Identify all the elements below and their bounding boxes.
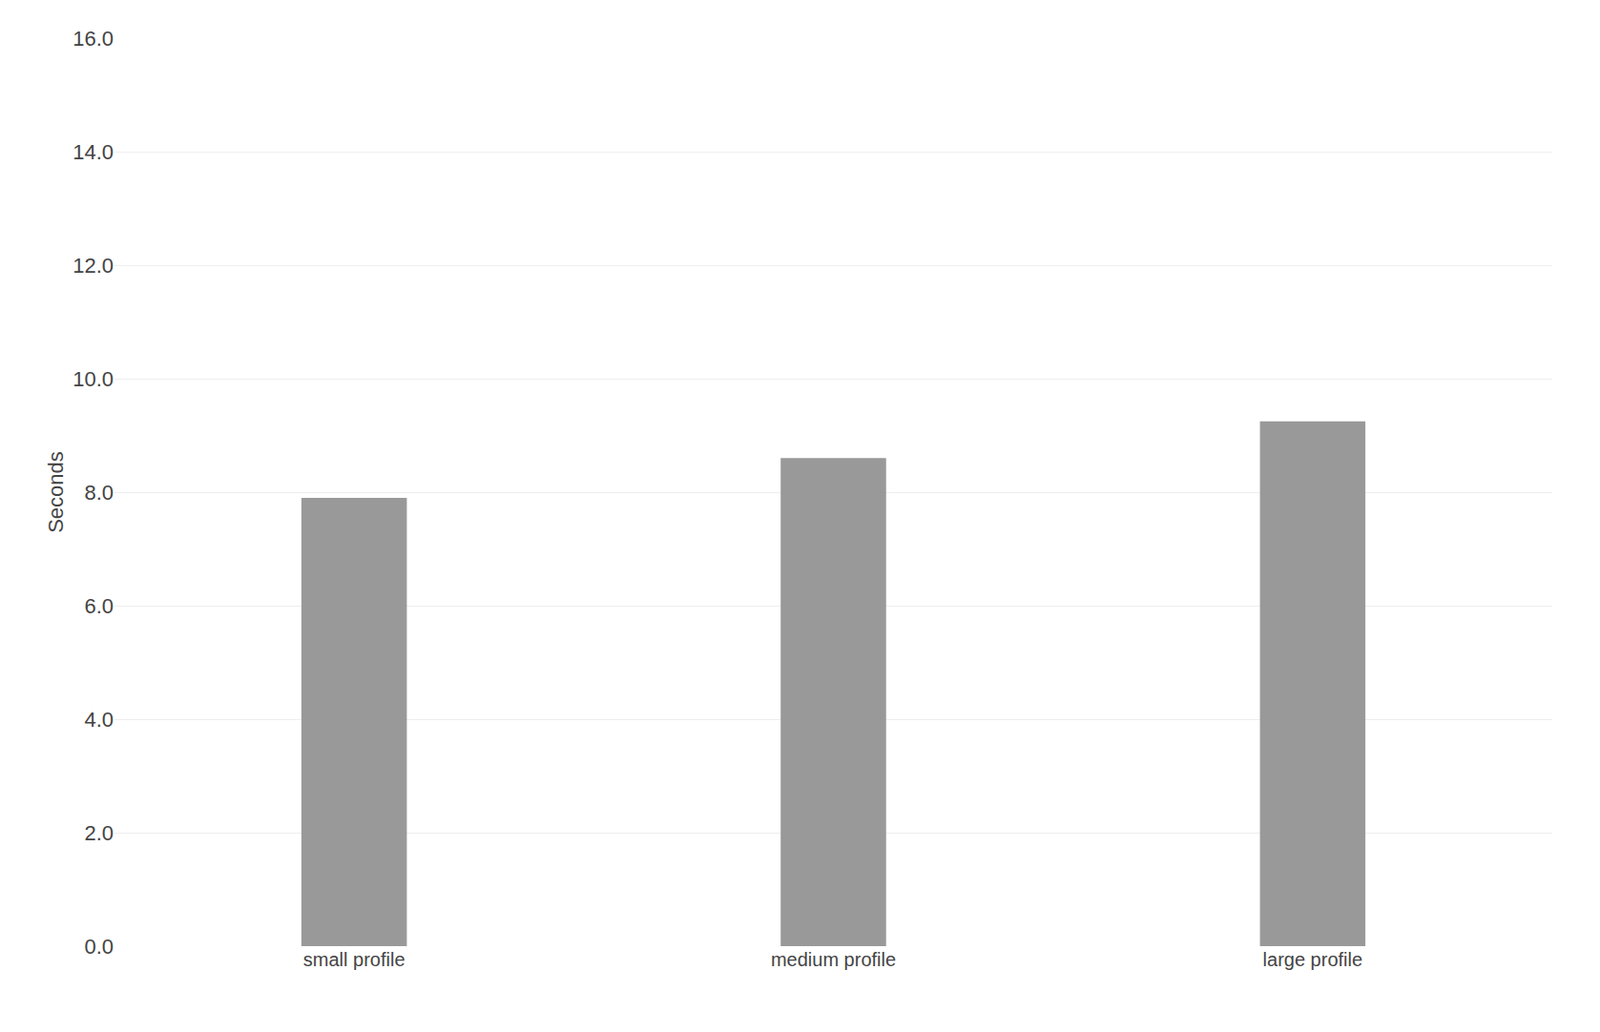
svg-text:medium profile: medium profile <box>770 949 896 971</box>
svg-text:10.0: 10.0 <box>72 367 114 392</box>
svg-text:0.0: 0.0 <box>83 935 114 959</box>
svg-text:16.0: 16.0 <box>72 26 114 51</box>
svg-text:large profile: large profile <box>1263 949 1364 971</box>
svg-text:14.0: 14.0 <box>72 140 114 165</box>
svg-text:Seconds: Seconds <box>43 451 68 534</box>
svg-text:8.0: 8.0 <box>83 480 114 505</box>
svg-text:6.0: 6.0 <box>83 594 114 619</box>
svg-text:2.0: 2.0 <box>83 821 114 846</box>
svg-text:12.0: 12.0 <box>72 253 114 278</box>
svg-text:4.0: 4.0 <box>83 707 114 732</box>
svg-text:small profile: small profile <box>303 949 406 971</box>
